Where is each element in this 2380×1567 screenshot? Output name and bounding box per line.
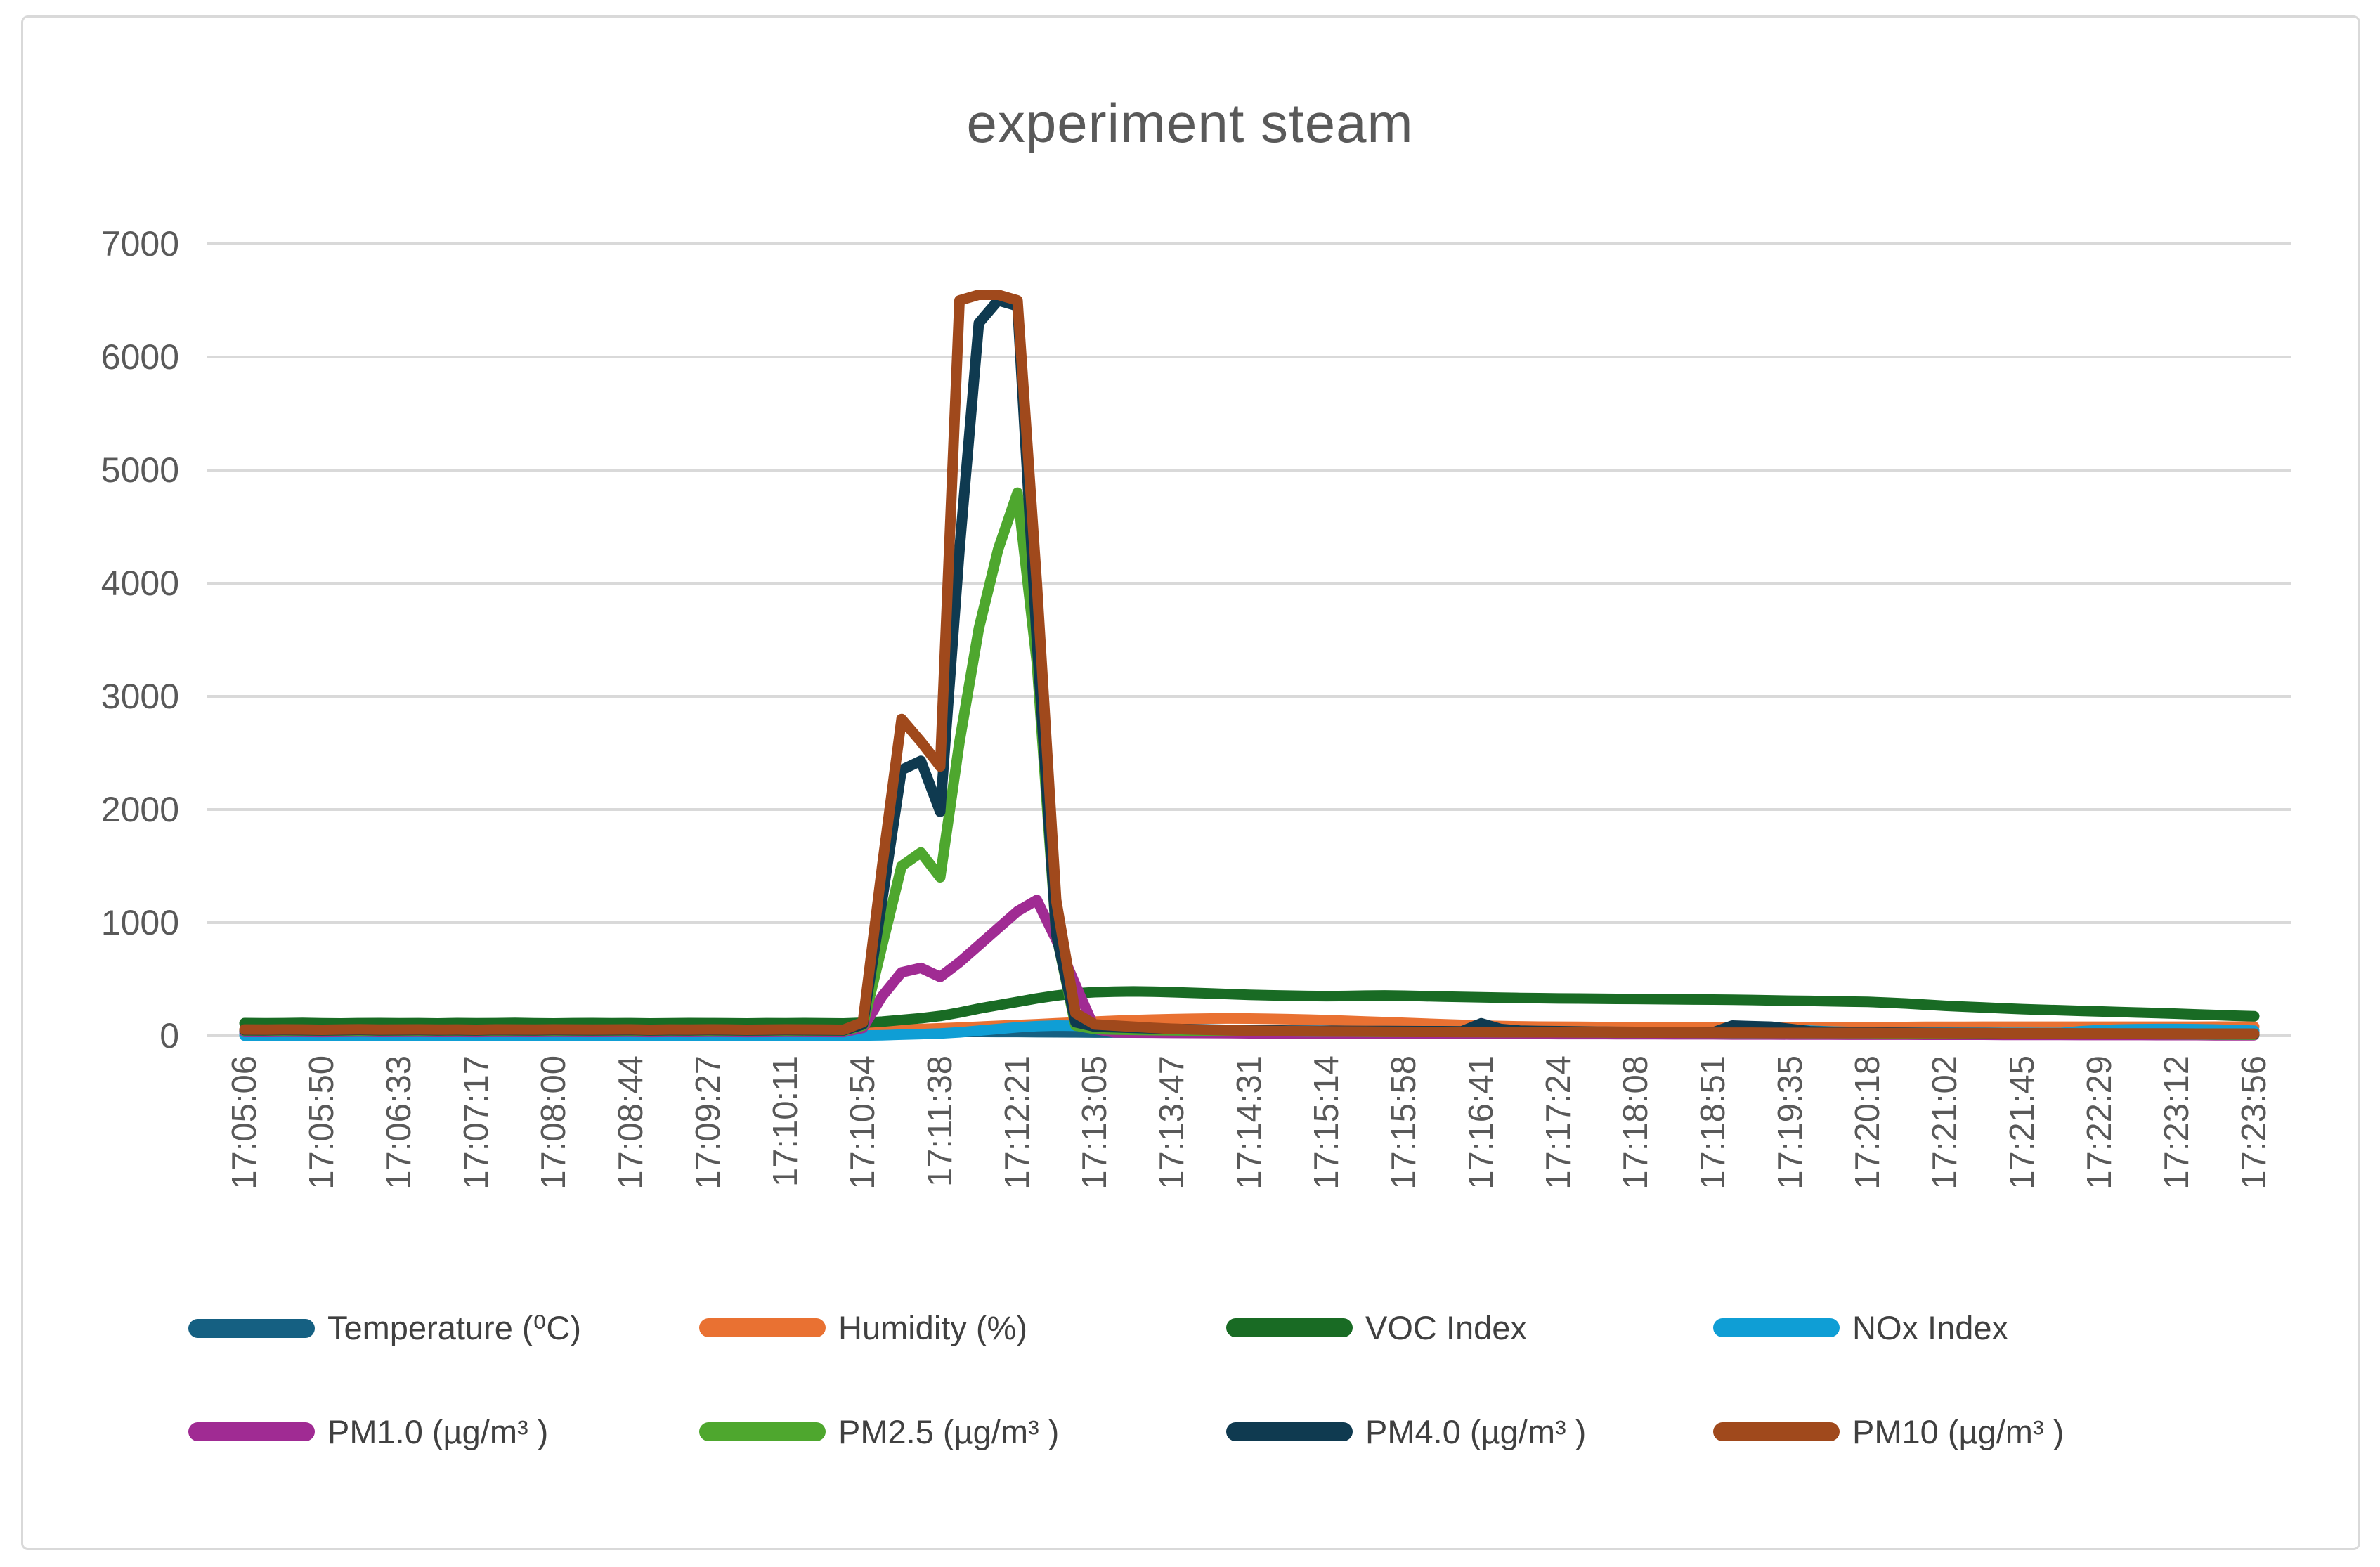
x-tick-label: 17:18:51 — [1694, 1055, 1732, 1190]
x-tick-label: 17:21:02 — [1926, 1055, 1964, 1190]
series-line-pm10-g-m- — [239, 289, 2260, 1039]
x-tick-label: 17:08:00 — [535, 1055, 573, 1190]
legend-label-humidity: Humidity (%) — [838, 1309, 1027, 1346]
gridlines — [207, 242, 2291, 1037]
x-tick-label: 17:22:29 — [2081, 1055, 2119, 1190]
series-lines — [239, 289, 2260, 1041]
y-tick-label: 6000 — [101, 337, 179, 377]
series-line-voc-index — [239, 986, 2260, 1029]
x-tick-label: 17:23:12 — [2158, 1055, 2196, 1190]
x-tick-label: 17:20:18 — [1849, 1055, 1887, 1190]
y-tick-label: 4000 — [101, 564, 179, 603]
x-tick-label: 17:13:47 — [1153, 1055, 1191, 1190]
x-tick-label: 17:08:44 — [612, 1055, 650, 1190]
x-tick-label: 17:21:45 — [2003, 1055, 2041, 1190]
legend-item-nox: NOx Index — [1713, 1308, 2008, 1347]
x-tick-label: 17:10:11 — [767, 1055, 805, 1187]
legend-label-nox: NOx Index — [1852, 1309, 2009, 1346]
y-axis-labels: 0 1000 2000 3000 4000 5000 6000 7000 — [101, 224, 179, 1055]
legend-item-voc: VOC Index — [1226, 1308, 1527, 1347]
x-tick-label: 17:09:27 — [689, 1055, 727, 1190]
y-tick-label: 0 — [160, 1016, 179, 1055]
legend-label-pm1: PM1.0 (µg/m³ ) — [327, 1413, 549, 1450]
legend-item-pm10: PM10 (µg/m³ ) — [1713, 1412, 2064, 1451]
voc-line-swatch — [1226, 1318, 1353, 1337]
pm10-line-swatch — [1713, 1422, 1840, 1441]
x-tick-label: 17:15:14 — [1308, 1055, 1346, 1190]
x-tick-label: 17:11:38 — [921, 1055, 959, 1187]
legend-item-pm4: PM4.0 (µg/m³ ) — [1226, 1412, 1586, 1451]
x-tick-label: 17:10:54 — [844, 1055, 882, 1190]
pm25-line-swatch — [699, 1422, 826, 1441]
x-tick-label: 17:17:24 — [1540, 1055, 1578, 1190]
x-tick-label: 17:19:35 — [1771, 1055, 1809, 1190]
x-tick-label: 17:12:21 — [999, 1055, 1036, 1190]
legend-item-humidity: Humidity (%) — [699, 1308, 1027, 1347]
legend-item-pm25: PM2.5 (µg/m³ ) — [699, 1412, 1059, 1451]
temperature-line-swatch — [188, 1318, 315, 1338]
x-tick-label: 17:07:17 — [457, 1055, 495, 1190]
legend-label-temperature: Temperature (⁰C) — [327, 1309, 581, 1346]
chart-title: experiment steam — [966, 92, 1414, 154]
legend-item-temperature: Temperature (⁰C) — [188, 1308, 581, 1348]
nox-line-swatch — [1713, 1318, 1840, 1337]
y-tick-label: 3000 — [101, 677, 179, 716]
chart-frame-border — [21, 15, 2360, 1550]
legend-item-pm1: PM1.0 (µg/m³ ) — [188, 1412, 548, 1451]
pm1-line-swatch — [188, 1422, 315, 1441]
humidity-line-swatch — [699, 1318, 826, 1337]
y-tick-label: 1000 — [101, 903, 179, 942]
legend-label-voc: VOC Index — [1365, 1309, 1527, 1346]
legend-label-pm10: PM10 (µg/m³ ) — [1852, 1413, 2064, 1450]
x-tick-label: 17:14:31 — [1230, 1055, 1268, 1190]
legend-label-pm4: PM4.0 (µg/m³ ) — [1365, 1413, 1587, 1450]
x-tick-label: 17:18:08 — [1617, 1055, 1655, 1190]
x-tick-label: 17:23:56 — [2235, 1055, 2273, 1190]
x-axis-labels: 17:05:06 17:05:50 17:06:33 17:07:17 17:08:00… — [226, 1055, 2273, 1190]
x-tick-label: 17:05:50 — [303, 1055, 341, 1190]
x-tick-label: 17:16:41 — [1462, 1055, 1500, 1190]
y-tick-label: 7000 — [101, 224, 179, 264]
x-tick-label: 17:15:58 — [1385, 1055, 1423, 1190]
x-tick-label: 17:13:05 — [1076, 1055, 1114, 1190]
y-tick-label: 2000 — [101, 790, 179, 829]
legend-label-pm25: PM2.5 (µg/m³ ) — [838, 1413, 1060, 1450]
pm4-line-swatch — [1226, 1422, 1353, 1441]
x-tick-label: 17:05:06 — [226, 1055, 264, 1190]
x-tick-label: 17:06:33 — [380, 1055, 418, 1190]
series-line-pm2.5-g-m- — [239, 487, 2260, 1040]
y-tick-label: 5000 — [101, 450, 179, 490]
